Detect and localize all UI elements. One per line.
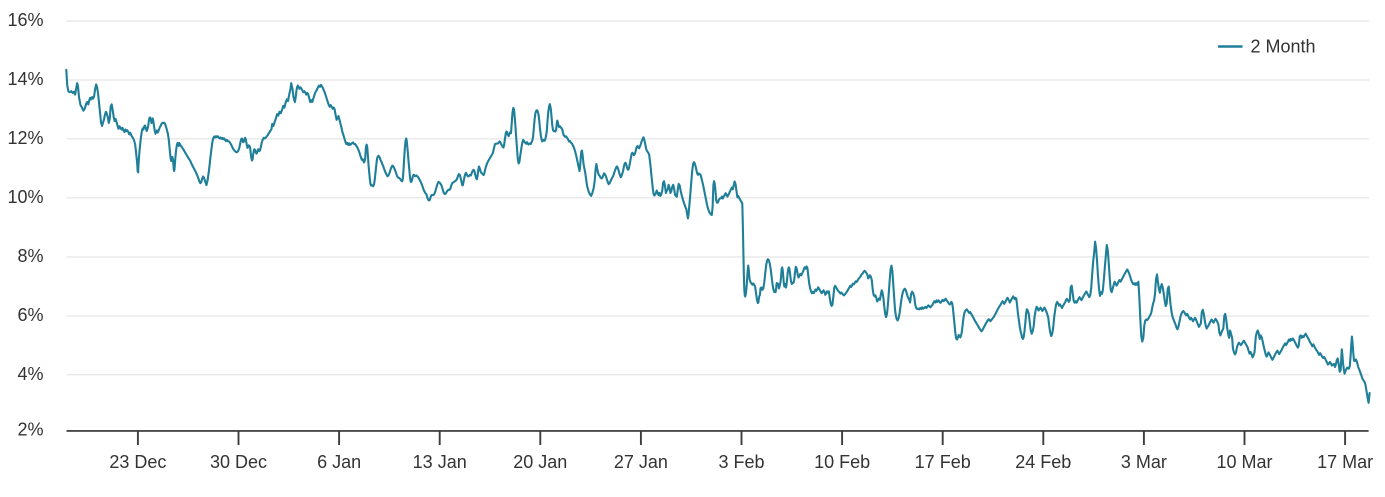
svg-text:3 Mar: 3 Mar: [1121, 452, 1167, 472]
svg-text:27 Jan: 27 Jan: [614, 452, 668, 472]
svg-text:6%: 6%: [17, 305, 43, 325]
svg-text:12%: 12%: [7, 128, 43, 148]
svg-text:17 Feb: 17 Feb: [915, 452, 971, 472]
svg-text:16%: 16%: [7, 10, 43, 30]
svg-text:10%: 10%: [7, 187, 43, 207]
svg-text:10 Feb: 10 Feb: [814, 452, 870, 472]
svg-text:10 Mar: 10 Mar: [1216, 452, 1272, 472]
svg-text:30 Dec: 30 Dec: [210, 452, 267, 472]
svg-text:6 Jan: 6 Jan: [317, 452, 361, 472]
svg-text:4%: 4%: [17, 364, 43, 384]
svg-text:17 Mar: 17 Mar: [1317, 452, 1373, 472]
svg-text:13 Jan: 13 Jan: [413, 452, 467, 472]
svg-text:3 Feb: 3 Feb: [718, 452, 764, 472]
svg-text:23 Dec: 23 Dec: [109, 452, 166, 472]
svg-text:14%: 14%: [7, 69, 43, 89]
svg-text:2%: 2%: [17, 420, 43, 440]
svg-text:2 Month: 2 Month: [1251, 37, 1316, 57]
svg-text:24 Feb: 24 Feb: [1015, 452, 1071, 472]
svg-text:8%: 8%: [17, 246, 43, 266]
svg-text:20 Jan: 20 Jan: [513, 452, 567, 472]
